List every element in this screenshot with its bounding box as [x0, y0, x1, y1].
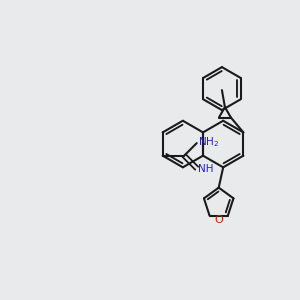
Text: NH$_2$: NH$_2$: [198, 136, 219, 149]
Text: O: O: [214, 214, 223, 225]
Text: NH: NH: [198, 164, 214, 174]
